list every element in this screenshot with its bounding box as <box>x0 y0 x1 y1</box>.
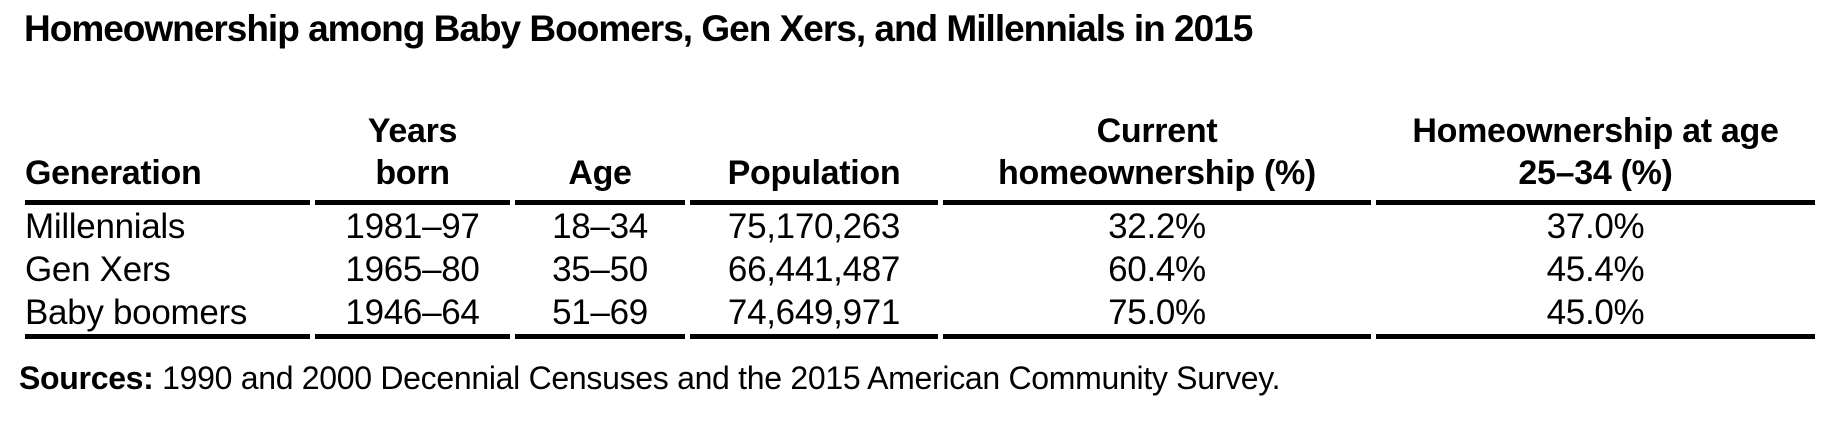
source-note-label: Sources: <box>19 360 154 396</box>
table-row-baby-boomers: Baby boomers 1946–64 51–69 74,649,971 75… <box>25 291 1815 339</box>
column-header-current-homeownership: Current homeownership (%) <box>943 88 1371 205</box>
cell-population: 75,170,263 <box>727 206 901 246</box>
table-header-row: Generation Years born Age Population Cur… <box>25 88 1815 205</box>
cell-homeownership-25-34: 37.0% <box>1546 206 1645 246</box>
column-header-population: Population <box>690 88 938 205</box>
cell-age: 18–34 <box>552 206 648 246</box>
cell-years-born: 1981–97 <box>345 206 480 246</box>
cell-age: 35–50 <box>552 249 648 289</box>
cell-population: 66,441,487 <box>727 249 901 289</box>
cell-population: 74,649,971 <box>690 291 938 339</box>
cell-homeownership-25-34: 45.0% <box>1376 291 1815 339</box>
cell-years-born: 1965–80 <box>345 249 480 289</box>
column-header-age: Age <box>515 88 685 205</box>
table-row-gen-xers: Gen Xers 1965–80 35–50 66,441,487 60.4% … <box>25 248 1815 291</box>
cell-current-homeownership: 60.4% <box>1108 249 1206 289</box>
table-row-millennials: Millennials 1981–97 18–34 75,170,263 32.… <box>25 205 1815 248</box>
page-title: Homeownership among Baby Boomers, Gen Xe… <box>24 8 1253 49</box>
cell-generation: Gen Xers <box>25 249 171 289</box>
cell-current-homeownership: 32.2% <box>1108 206 1206 246</box>
source-note-text: 1990 and 2000 Decennial Censuses and the… <box>153 360 1281 396</box>
column-header-years-born: Years born <box>315 88 510 205</box>
column-header-generation: Generation <box>25 88 310 205</box>
cell-generation: Millennials <box>25 206 186 246</box>
cell-years-born: 1946–64 <box>315 291 510 339</box>
cell-homeownership-25-34: 45.4% <box>1546 249 1645 289</box>
cell-generation: Baby boomers <box>25 291 310 339</box>
cell-age: 51–69 <box>515 291 685 339</box>
data-table: Generation Years born Age Population Cur… <box>20 88 1820 339</box>
column-header-homeownership-25-34: Homeownership at age 25–34 (%) <box>1376 88 1815 205</box>
source-note: Sources: 1990 and 2000 Decennial Censuse… <box>19 360 1281 397</box>
cell-current-homeownership: 75.0% <box>943 291 1371 339</box>
